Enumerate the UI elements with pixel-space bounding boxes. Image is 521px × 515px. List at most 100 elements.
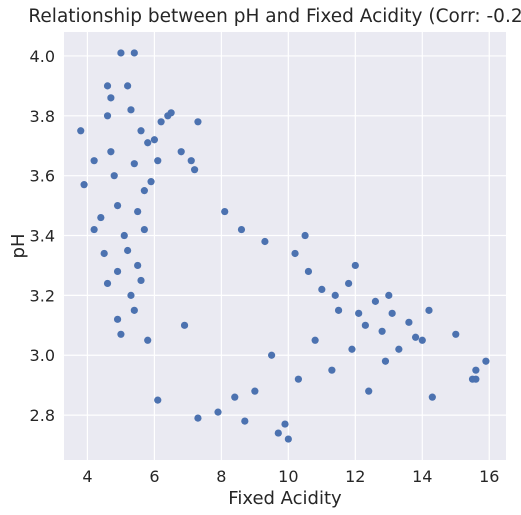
- plot-background: [64, 32, 506, 460]
- data-point: [144, 139, 152, 147]
- data-point: [405, 318, 413, 326]
- data-point: [180, 321, 189, 329]
- data-point: [117, 49, 125, 57]
- data-points: [77, 49, 490, 443]
- data-point: [187, 157, 195, 165]
- data-point: [381, 357, 390, 365]
- x-tick-label: 16: [479, 467, 499, 486]
- data-point: [281, 420, 289, 428]
- data-point: [251, 387, 259, 395]
- data-point: [117, 330, 125, 338]
- data-point: [124, 82, 132, 90]
- data-point: [103, 112, 112, 120]
- data-point: [107, 148, 115, 156]
- data-point: [124, 246, 132, 255]
- data-point: [110, 172, 118, 180]
- data-point: [334, 306, 343, 314]
- data-point: [113, 315, 122, 323]
- data-point: [348, 345, 356, 353]
- y-axis-label: pH: [8, 234, 29, 259]
- data-point: [147, 178, 155, 186]
- data-point: [221, 207, 229, 216]
- data-point: [365, 387, 373, 395]
- data-point: [177, 148, 185, 156]
- data-point: [311, 336, 319, 344]
- x-tick-label: 10: [278, 467, 298, 486]
- data-point: [140, 187, 148, 195]
- data-point: [472, 375, 480, 383]
- data-point: [157, 118, 165, 126]
- data-point: [291, 249, 299, 258]
- data-point: [190, 166, 199, 174]
- data-point: [482, 357, 490, 365]
- data-point: [137, 276, 145, 285]
- data-point: [294, 375, 302, 383]
- data-point: [144, 336, 152, 344]
- data-point: [388, 309, 396, 317]
- data-point: [103, 82, 112, 90]
- data-point: [194, 118, 202, 126]
- x-tick-label: 8: [216, 467, 226, 486]
- data-point: [113, 267, 122, 276]
- data-point: [331, 291, 339, 299]
- data-point: [130, 49, 138, 57]
- data-point: [411, 333, 420, 341]
- y-tick-label: 4.0: [30, 47, 55, 66]
- data-point: [274, 429, 282, 437]
- data-point: [140, 225, 148, 234]
- data-point: [127, 291, 135, 299]
- data-point: [127, 106, 135, 114]
- x-axis-ticks: 4 6 8 10 12 14 16: [82, 467, 499, 486]
- data-point: [351, 261, 359, 270]
- data-point: [154, 157, 162, 165]
- data-point: [120, 231, 128, 240]
- data-point: [167, 109, 175, 117]
- y-tick-label: 3.6: [30, 167, 55, 186]
- data-point: [90, 225, 98, 234]
- data-point: [355, 309, 363, 317]
- data-point: [284, 435, 292, 443]
- data-point: [418, 336, 426, 344]
- data-point: [428, 393, 436, 401]
- data-point: [113, 201, 122, 210]
- y-tick-label: 3.4: [30, 227, 55, 246]
- data-point: [194, 414, 202, 422]
- chart-title: Relationship between pH and Fixed Acidit…: [28, 6, 521, 27]
- data-point: [472, 366, 480, 374]
- x-tick-label: 12: [345, 467, 365, 486]
- y-axis-ticks: 2.8 3.0 3.2 3.4 3.6 3.8 4.0: [30, 47, 55, 425]
- data-point: [361, 321, 369, 329]
- data-point: [261, 237, 269, 246]
- data-point: [237, 225, 246, 234]
- data-point: [154, 396, 162, 404]
- data-point: [150, 136, 159, 144]
- data-point: [97, 213, 105, 222]
- data-point: [268, 351, 276, 359]
- data-point: [241, 417, 249, 425]
- data-point: [304, 267, 313, 276]
- x-tick-label: 6: [149, 467, 159, 486]
- data-point: [100, 249, 108, 258]
- data-point: [378, 327, 386, 335]
- data-point: [130, 160, 138, 168]
- data-point: [301, 231, 309, 240]
- data-point: [231, 393, 239, 401]
- data-point: [452, 330, 460, 338]
- x-tick-label: 4: [82, 467, 92, 486]
- data-point: [328, 366, 336, 374]
- data-point: [107, 94, 115, 102]
- data-point: [130, 306, 138, 314]
- data-point: [385, 291, 393, 299]
- data-point: [371, 297, 380, 305]
- data-point: [345, 279, 353, 288]
- data-point: [395, 345, 403, 353]
- y-tick-label: 3.2: [30, 286, 55, 305]
- y-tick-label: 3.0: [30, 346, 55, 365]
- data-point: [134, 261, 142, 270]
- data-point: [214, 408, 222, 416]
- data-point: [425, 306, 433, 314]
- data-point: [80, 181, 88, 189]
- y-tick-label: 2.8: [30, 406, 55, 425]
- data-point: [134, 207, 142, 216]
